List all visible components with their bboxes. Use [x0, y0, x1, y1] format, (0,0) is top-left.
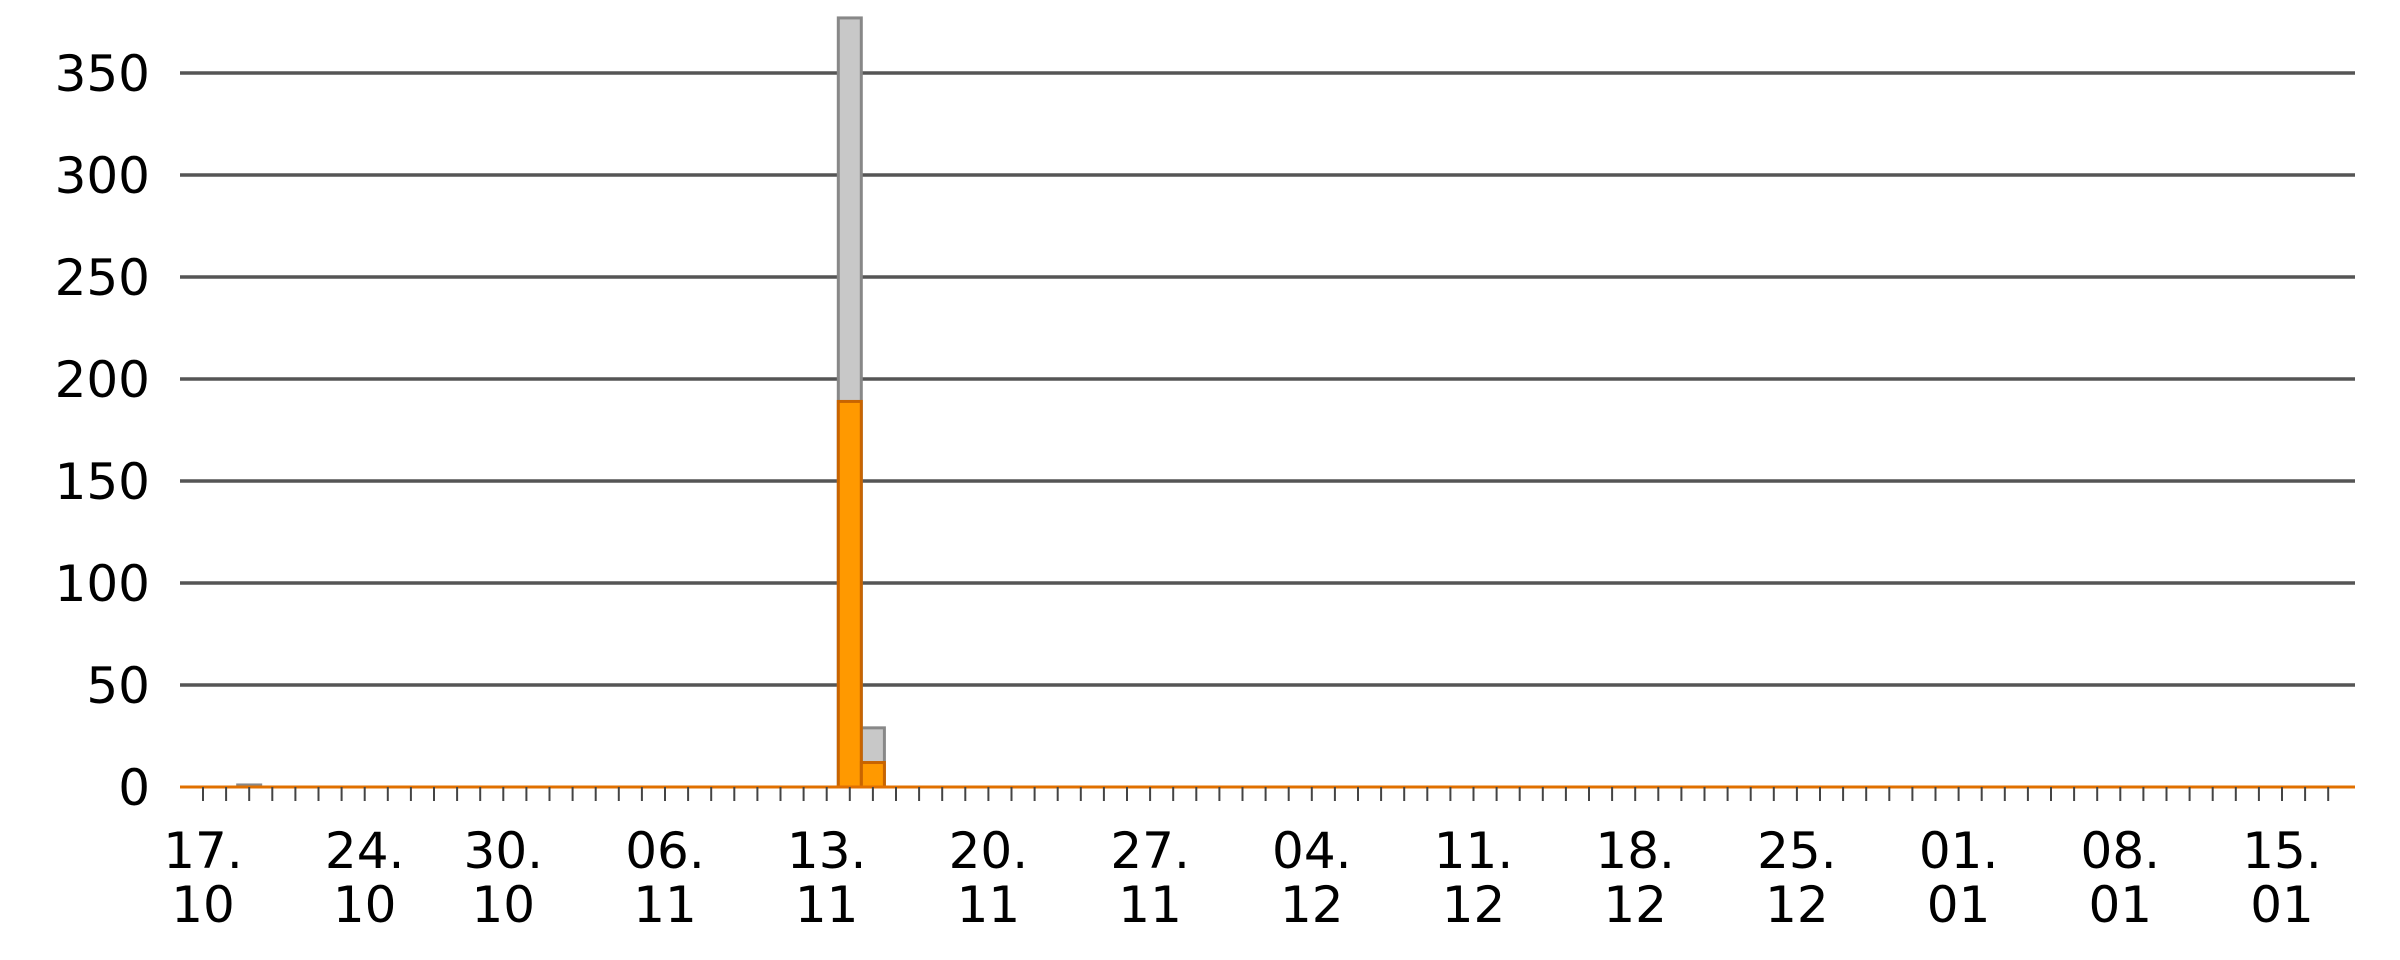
x-tick-label-month: 12	[1765, 876, 1829, 934]
x-tick-label-month: 10	[471, 876, 535, 934]
x-tick-label-month: 01	[2250, 876, 2314, 934]
x-tick-label-month: 11	[795, 876, 859, 934]
x-tick-label: 04. 12	[1272, 822, 1352, 934]
grid-lines	[180, 71, 2355, 687]
x-tick-label: 18. 12	[1595, 822, 1675, 934]
x-tick-label-month: 12	[1442, 876, 1506, 934]
x-tick-label-day: 08.	[2081, 822, 2161, 880]
x-tick-label: 27. 11	[1110, 822, 1190, 934]
x-tick-label-month: 10	[333, 876, 397, 934]
x-tick-label: 11. 12	[1434, 822, 1514, 934]
x-tick-label-day: 01.	[1919, 822, 1999, 880]
y-tick-label: 50	[86, 657, 150, 715]
y-tick-label: 100	[55, 555, 150, 613]
x-tick-label: 20. 11	[949, 822, 1029, 934]
y-tick-label: 0	[118, 759, 150, 817]
x-tick-label-month: 01	[1927, 876, 1991, 934]
y-tick-label: 250	[55, 249, 150, 307]
x-tick-label: 24. 10	[325, 822, 405, 934]
x-tick-label-day: 06.	[625, 822, 705, 880]
x-tick-label-day: 25.	[1757, 822, 1837, 880]
x-tick-label: 13. 11	[787, 822, 867, 934]
x-tick-label-month: 11	[957, 876, 1021, 934]
bars	[236, 16, 886, 789]
y-tick-label: 300	[55, 147, 150, 205]
x-tick-label-month: 12	[1603, 876, 1667, 934]
x-tick-label: 01. 01	[1919, 822, 1999, 934]
x-tick-label-month: 12	[1280, 876, 1344, 934]
x-tick-label-day: 04.	[1272, 822, 1352, 880]
x-tick-label: 25. 12	[1757, 822, 1837, 934]
x-tick-label: 30. 10	[464, 822, 544, 934]
x-tick-label-day: 27.	[1110, 822, 1190, 880]
x-tick-label: 17. 10	[163, 822, 243, 934]
x-tick-label-day: 18.	[1595, 822, 1675, 880]
x-tick-label-day: 11.	[1434, 822, 1514, 880]
y-tick-label: 150	[55, 453, 150, 511]
x-tick-label-day: 30.	[464, 822, 544, 880]
x-tick-label: 08. 01	[2081, 822, 2161, 934]
y-tick-label: 350	[55, 45, 150, 103]
x-tick-label-month: 11	[1118, 876, 1182, 934]
x-tick-label-month: 10	[171, 876, 235, 934]
y-axis-tick-labels: 0 50 100 150 200 250 300 350	[55, 45, 150, 817]
x-tick-label-day: 13.	[787, 822, 867, 880]
y-tick-label: 200	[55, 351, 150, 409]
x-axis	[180, 785, 2355, 801]
x-tick-label: 06. 11	[625, 822, 705, 934]
x-tick-label-month: 01	[2088, 876, 2152, 934]
x-tick-label-day: 15.	[2242, 822, 2322, 880]
x-tick-label-month: 11	[633, 876, 697, 934]
bar-part-2022-11-15	[859, 761, 886, 789]
x-tick-label: 15. 01	[2242, 822, 2322, 934]
x-tick-label-day: 20.	[949, 822, 1029, 880]
bar-part-2022-11-14	[836, 399, 863, 789]
x-tick-label-day: 17.	[163, 822, 243, 880]
x-tick-label-day: 24.	[325, 822, 405, 880]
